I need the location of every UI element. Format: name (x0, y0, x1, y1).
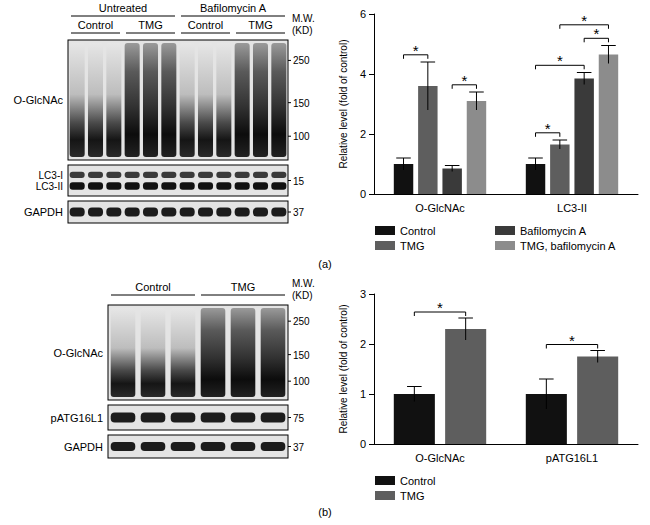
svg-text:2: 2 (360, 128, 366, 140)
svg-text:(KD): (KD) (292, 25, 313, 36)
svg-text:Relative level (fold of contro: Relative level (fold of control) (338, 305, 349, 434)
svg-text:O-GlcNAc: O-GlcNAc (54, 347, 104, 359)
svg-text:*: * (545, 120, 551, 137)
svg-text:Untreated: Untreated (99, 2, 147, 14)
svg-text:150: 150 (293, 98, 310, 109)
svg-text:Control: Control (135, 281, 170, 293)
svg-text:100: 100 (293, 376, 310, 387)
svg-text:100: 100 (293, 131, 310, 142)
svg-text:*: * (437, 299, 443, 316)
svg-text:*: * (557, 52, 563, 69)
svg-text:pATG16L1: pATG16L1 (51, 412, 103, 424)
svg-text:*: * (581, 12, 587, 29)
svg-text:LC3-II: LC3-II (36, 181, 63, 192)
svg-text:O-GlcNAc: O-GlcNAc (415, 202, 465, 214)
svg-text:TMG: TMG (400, 240, 424, 252)
svg-text:Control: Control (188, 19, 223, 31)
svg-text:GAPDH: GAPDH (24, 206, 63, 218)
svg-text:250: 250 (293, 55, 310, 66)
svg-text:37: 37 (293, 207, 305, 218)
svg-text:2: 2 (360, 338, 366, 350)
svg-text:LC3-I: LC3-I (39, 170, 63, 181)
svg-text:*: * (569, 332, 575, 349)
svg-text:M.W.: M.W. (292, 278, 315, 289)
svg-text:GAPDH: GAPDH (64, 441, 103, 453)
svg-text:*: * (413, 42, 419, 59)
svg-text:LC3-II: LC3-II (557, 202, 587, 214)
svg-text:0: 0 (360, 438, 366, 450)
svg-text:*: * (461, 72, 467, 89)
svg-text:3: 3 (360, 288, 366, 300)
svg-text:75: 75 (293, 413, 305, 424)
svg-text:M.W.: M.W. (292, 13, 315, 24)
svg-text:*: * (593, 25, 599, 42)
svg-text:Control: Control (78, 19, 113, 31)
svg-text:250: 250 (293, 316, 310, 327)
svg-text:O-GlcNAc: O-GlcNAc (415, 452, 465, 464)
svg-text:0: 0 (360, 188, 366, 200)
svg-text:O-GlcNAc: O-GlcNAc (14, 94, 64, 106)
svg-text:4: 4 (360, 68, 366, 80)
svg-text:(b): (b) (318, 506, 331, 518)
svg-text:TMG: TMG (138, 19, 162, 31)
svg-text:Bafilomycin A: Bafilomycin A (200, 2, 267, 14)
svg-text:1: 1 (360, 388, 366, 400)
svg-text:Bafilomycin A: Bafilomycin A (520, 225, 587, 237)
svg-text:TMG: TMG (231, 281, 255, 293)
svg-text:Relative level (fold of contro: Relative level (fold of control) (338, 40, 349, 169)
svg-text:6: 6 (360, 8, 366, 20)
svg-text:TMG: TMG (248, 19, 272, 31)
svg-text:Control: Control (400, 225, 435, 237)
svg-text:TMG, bafilomycin A: TMG, bafilomycin A (520, 240, 616, 252)
svg-text:15: 15 (293, 176, 305, 187)
svg-text:150: 150 (293, 350, 310, 361)
svg-text:Control: Control (400, 475, 435, 487)
svg-text:TMG: TMG (400, 490, 424, 502)
svg-text:37: 37 (293, 442, 305, 453)
svg-text:(KD): (KD) (292, 290, 313, 301)
svg-text:(a): (a) (318, 258, 331, 270)
svg-text:pATG16L1: pATG16L1 (546, 452, 598, 464)
